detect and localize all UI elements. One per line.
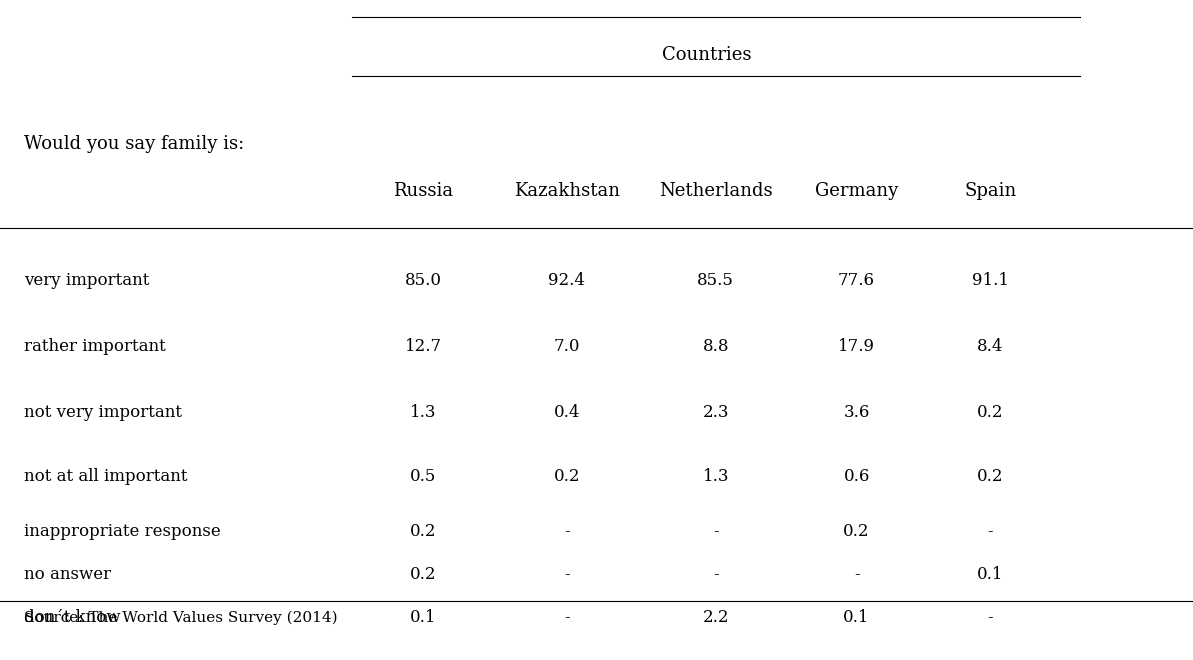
Text: 7.0: 7.0 <box>554 338 580 355</box>
Text: -: - <box>564 523 569 540</box>
Text: 17.9: 17.9 <box>837 338 876 355</box>
Text: 0.5: 0.5 <box>410 468 437 485</box>
Text: 0.2: 0.2 <box>977 468 1003 485</box>
Text: 92.4: 92.4 <box>548 272 586 289</box>
Text: Spain: Spain <box>964 182 1016 199</box>
Text: -: - <box>564 609 569 626</box>
Text: no answer: no answer <box>24 566 111 583</box>
Text: 0.6: 0.6 <box>843 468 870 485</box>
Text: Kazakhstan: Kazakhstan <box>514 182 619 199</box>
Text: not at all important: not at all important <box>24 468 187 485</box>
Text: 0.2: 0.2 <box>554 468 580 485</box>
Text: 77.6: 77.6 <box>837 272 876 289</box>
Text: 0.2: 0.2 <box>410 566 437 583</box>
Text: 0.1: 0.1 <box>843 609 870 626</box>
Text: 0.4: 0.4 <box>554 404 580 421</box>
Text: 91.1: 91.1 <box>971 272 1009 289</box>
Text: -: - <box>988 523 993 540</box>
Text: 85.0: 85.0 <box>404 272 443 289</box>
Text: Source: The World Values Survey (2014): Source: The World Values Survey (2014) <box>24 610 338 625</box>
Text: Would you say family is:: Would you say family is: <box>24 135 245 153</box>
Text: 8.4: 8.4 <box>977 338 1003 355</box>
Text: rather important: rather important <box>24 338 166 355</box>
Text: don´t know: don´t know <box>24 609 120 626</box>
Text: 0.2: 0.2 <box>843 523 870 540</box>
Text: -: - <box>854 566 859 583</box>
Text: Germany: Germany <box>815 182 898 199</box>
Text: very important: very important <box>24 272 149 289</box>
Text: 8.8: 8.8 <box>703 338 729 355</box>
Text: 3.6: 3.6 <box>843 404 870 421</box>
Text: 85.5: 85.5 <box>698 272 734 289</box>
Text: 12.7: 12.7 <box>404 338 443 355</box>
Text: not very important: not very important <box>24 404 181 421</box>
Text: 1.3: 1.3 <box>703 468 729 485</box>
Text: 2.2: 2.2 <box>703 609 729 626</box>
Text: 0.1: 0.1 <box>977 566 1003 583</box>
Text: -: - <box>988 609 993 626</box>
Text: inappropriate response: inappropriate response <box>24 523 221 540</box>
Text: Russia: Russia <box>394 182 453 199</box>
Text: -: - <box>713 523 718 540</box>
Text: Countries: Countries <box>662 46 752 64</box>
Text: 2.3: 2.3 <box>703 404 729 421</box>
Text: -: - <box>564 566 569 583</box>
Text: 0.1: 0.1 <box>410 609 437 626</box>
Text: 1.3: 1.3 <box>410 404 437 421</box>
Text: 0.2: 0.2 <box>977 404 1003 421</box>
Text: -: - <box>713 566 718 583</box>
Text: 0.2: 0.2 <box>410 523 437 540</box>
Text: Netherlands: Netherlands <box>659 182 773 199</box>
